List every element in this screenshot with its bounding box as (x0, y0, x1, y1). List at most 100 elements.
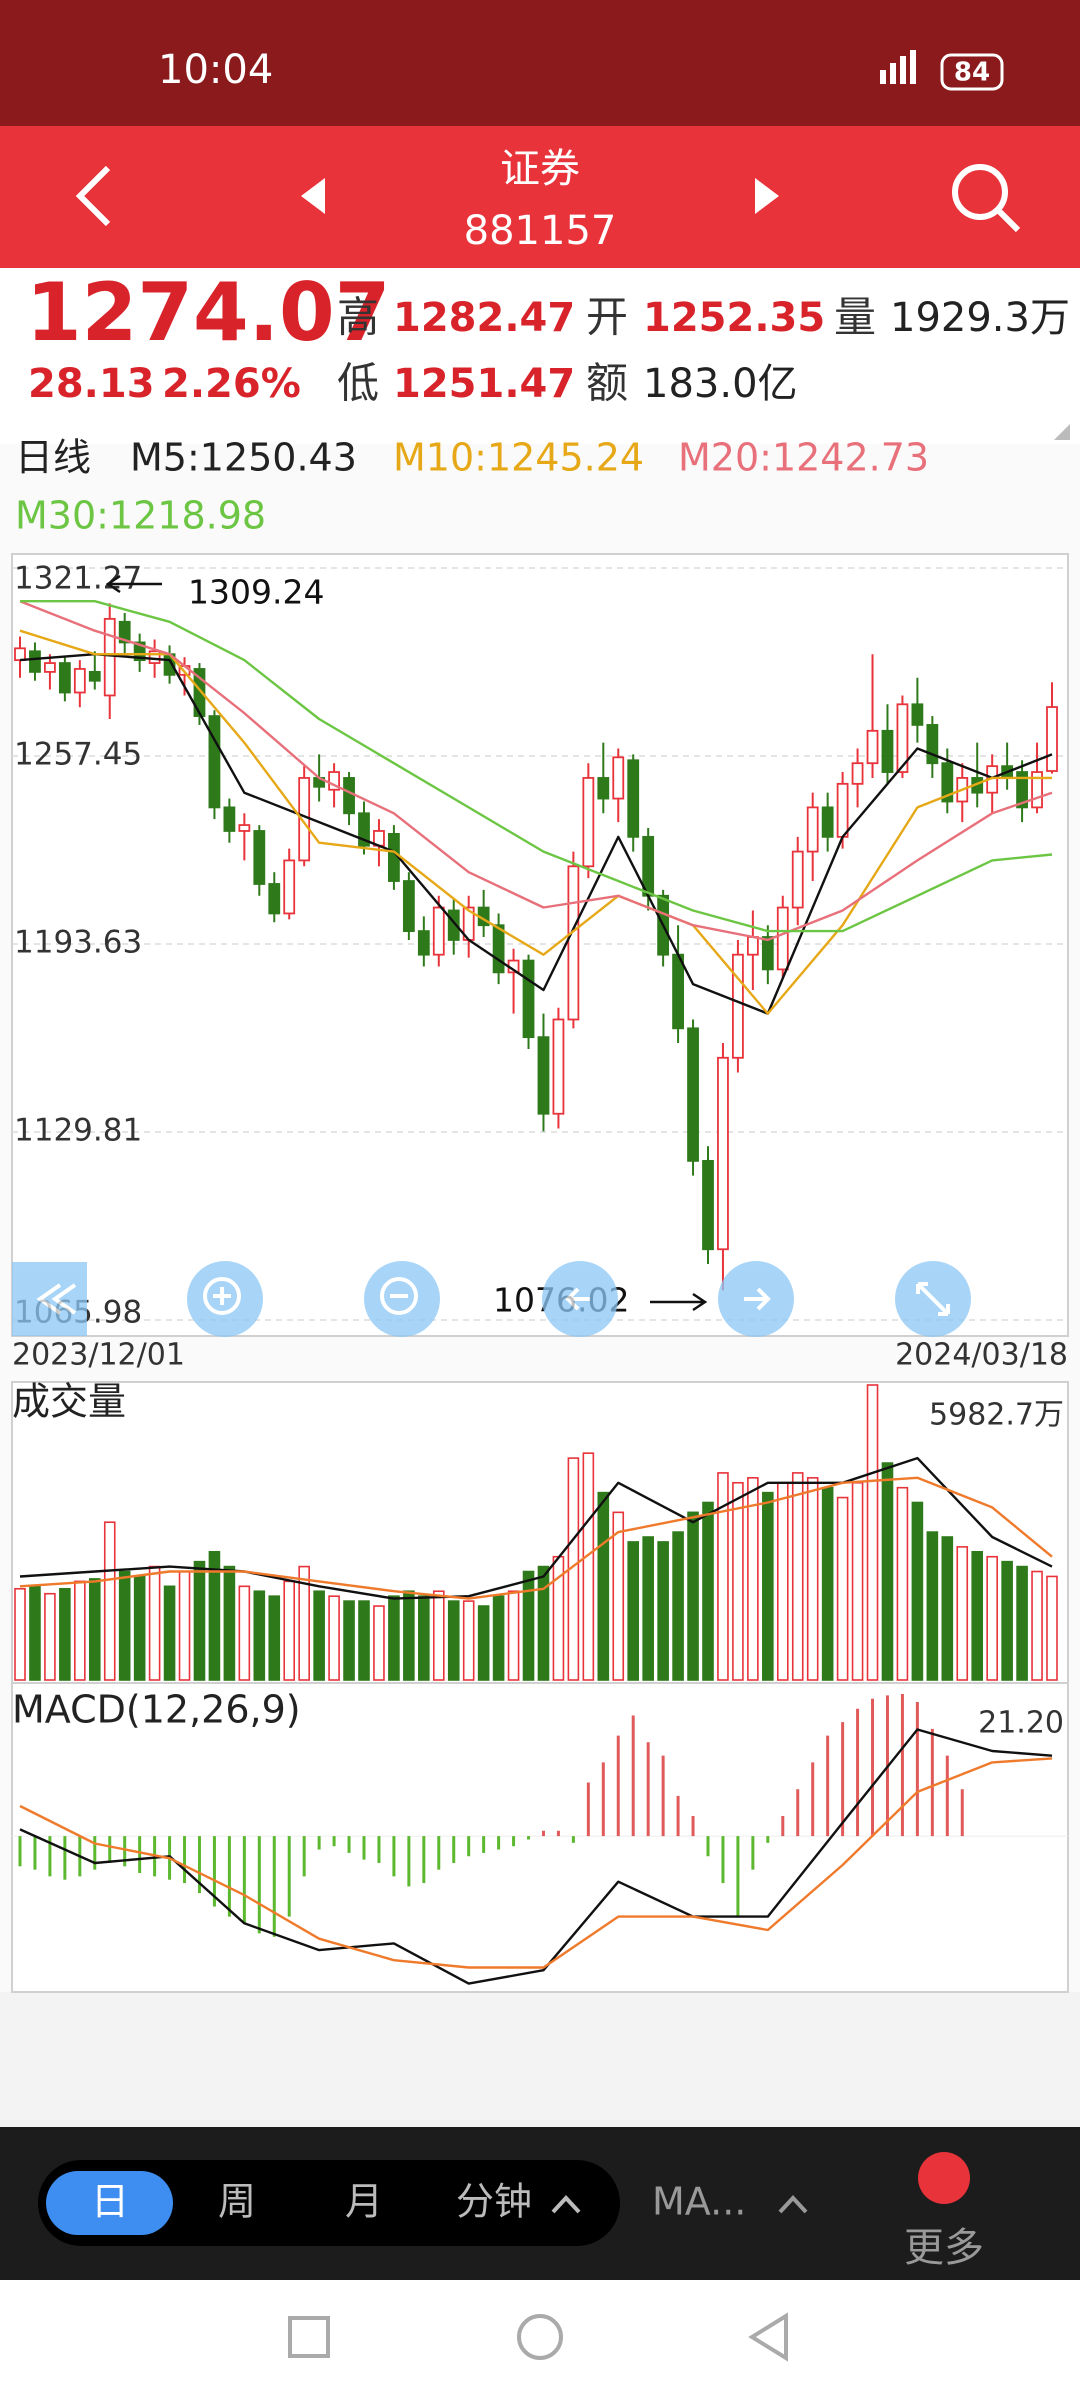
more-button[interactable]: 更多 (904, 2225, 984, 2271)
candle-body (58, 662, 71, 694)
tab[interactable]: 分钟 (456, 2180, 532, 2224)
field-label: 量 (834, 293, 876, 342)
header-title: 证券 (500, 146, 580, 192)
candle-body (1046, 706, 1058, 772)
candle-body (1016, 771, 1028, 809)
tab[interactable]: 日 (91, 2180, 129, 2224)
signal-icon (880, 50, 916, 84)
recents-button[interactable] (288, 2316, 330, 2358)
header-code: 881157 (464, 208, 617, 254)
change: 28.13 (28, 361, 155, 407)
candle-body (73, 668, 86, 694)
candle-body (911, 703, 924, 726)
scroll-left-button[interactable] (12, 1262, 87, 1336)
volume-bar (492, 1595, 505, 1681)
volume-bar (88, 1578, 101, 1681)
battery-icon (940, 53, 1004, 91)
candle-body (687, 1027, 699, 1162)
candle-body (597, 777, 610, 800)
period-label: 日线 (15, 436, 91, 480)
back-nav-button[interactable] (748, 2312, 788, 2362)
ma-button[interactable]: MA... (652, 2180, 746, 2224)
candle-body (821, 806, 834, 838)
home-button[interactable] (517, 2314, 563, 2360)
candle-body (941, 762, 954, 803)
ma-chevron (778, 2195, 808, 2214)
volume-bar (926, 1531, 939, 1681)
ma-line (19, 1728, 1053, 1985)
control-icons (36, 1277, 950, 1316)
clock: 10:04 (158, 47, 273, 93)
candle-body (14, 647, 26, 662)
y-tick-label: 5982.7万 (929, 1398, 1064, 1433)
tab-chevron (551, 2195, 581, 2214)
quote-panel (0, 268, 1080, 444)
candle-body (702, 1159, 714, 1251)
last-price: 1274.07 (26, 266, 390, 359)
candle-body (522, 959, 535, 1039)
volume-bar (208, 1550, 221, 1681)
volume-bar (477, 1605, 490, 1681)
legend-entry: M20:1242.73 (678, 436, 929, 480)
volume-bar (148, 1565, 161, 1681)
zoom-in-button[interactable] (187, 1261, 263, 1337)
expand-corner[interactable] (1054, 424, 1070, 440)
volume-bar (702, 1501, 714, 1681)
candle-body (851, 762, 864, 785)
prev-button[interactable] (301, 178, 325, 214)
plot: 1321.271257.451193.631129.811065.985982.… (11, 436, 1069, 1993)
volume-bar (762, 1491, 774, 1681)
volume-bar (582, 1452, 595, 1681)
volume-bar (911, 1501, 924, 1681)
next-button[interactable] (755, 178, 779, 214)
volume-bar (881, 1462, 894, 1681)
volume-bar (223, 1565, 236, 1681)
candle-body (253, 830, 266, 885)
y-tick-label: 21.20 (978, 1706, 1064, 1741)
volume-bar (1001, 1560, 1013, 1681)
candle-body (746, 936, 759, 956)
ma-line (19, 1456, 1053, 1600)
tab[interactable]: 周 (218, 2180, 256, 2224)
ma-line (19, 1757, 1053, 1969)
candle-body (492, 924, 505, 974)
volume-bar (791, 1472, 804, 1681)
panel-title: MACD(12,26,9) (12, 1688, 301, 1732)
search-button[interactable] (952, 164, 1021, 233)
tab[interactable]: 月 (345, 2180, 383, 2224)
back-button[interactable] (75, 165, 111, 227)
volume-bar (298, 1565, 310, 1681)
ma-line (19, 653, 1053, 1015)
candle-body (103, 617, 116, 697)
volume-bar (821, 1486, 834, 1681)
change-pct: 2.26% (162, 361, 301, 407)
high-arrow (105, 574, 162, 594)
volume-bar (14, 1587, 26, 1681)
zoom-out-button[interactable] (364, 1261, 440, 1337)
field-value: 1252.35 (643, 295, 825, 341)
volume-bar (971, 1550, 984, 1681)
volume-bar (418, 1595, 430, 1681)
active-tab[interactable] (46, 2171, 173, 2235)
field-label: 高 (337, 293, 379, 342)
volume-bar (268, 1595, 281, 1681)
candle-body (926, 724, 939, 765)
volume-bar (74, 1580, 86, 1681)
candle-body (29, 650, 41, 673)
volume-bar (687, 1511, 699, 1681)
candle-body (88, 670, 101, 682)
candle-body (328, 771, 340, 791)
y-tick-label: 1257.45 (14, 736, 142, 772)
volume-bar (522, 1570, 535, 1681)
ma-line (19, 1476, 1053, 1600)
volume-bar (343, 1600, 355, 1681)
volume-bar (29, 1585, 41, 1681)
volume-bar (866, 1384, 879, 1681)
legend-entry: M10:1245.24 (393, 436, 644, 480)
volume-bar (507, 1590, 520, 1681)
legend-entry: M5:1250.43 (130, 436, 357, 480)
volume-bar (776, 1481, 789, 1681)
volume-bar (432, 1590, 445, 1681)
candle-body (148, 650, 161, 664)
volume-bar (1046, 1575, 1058, 1681)
